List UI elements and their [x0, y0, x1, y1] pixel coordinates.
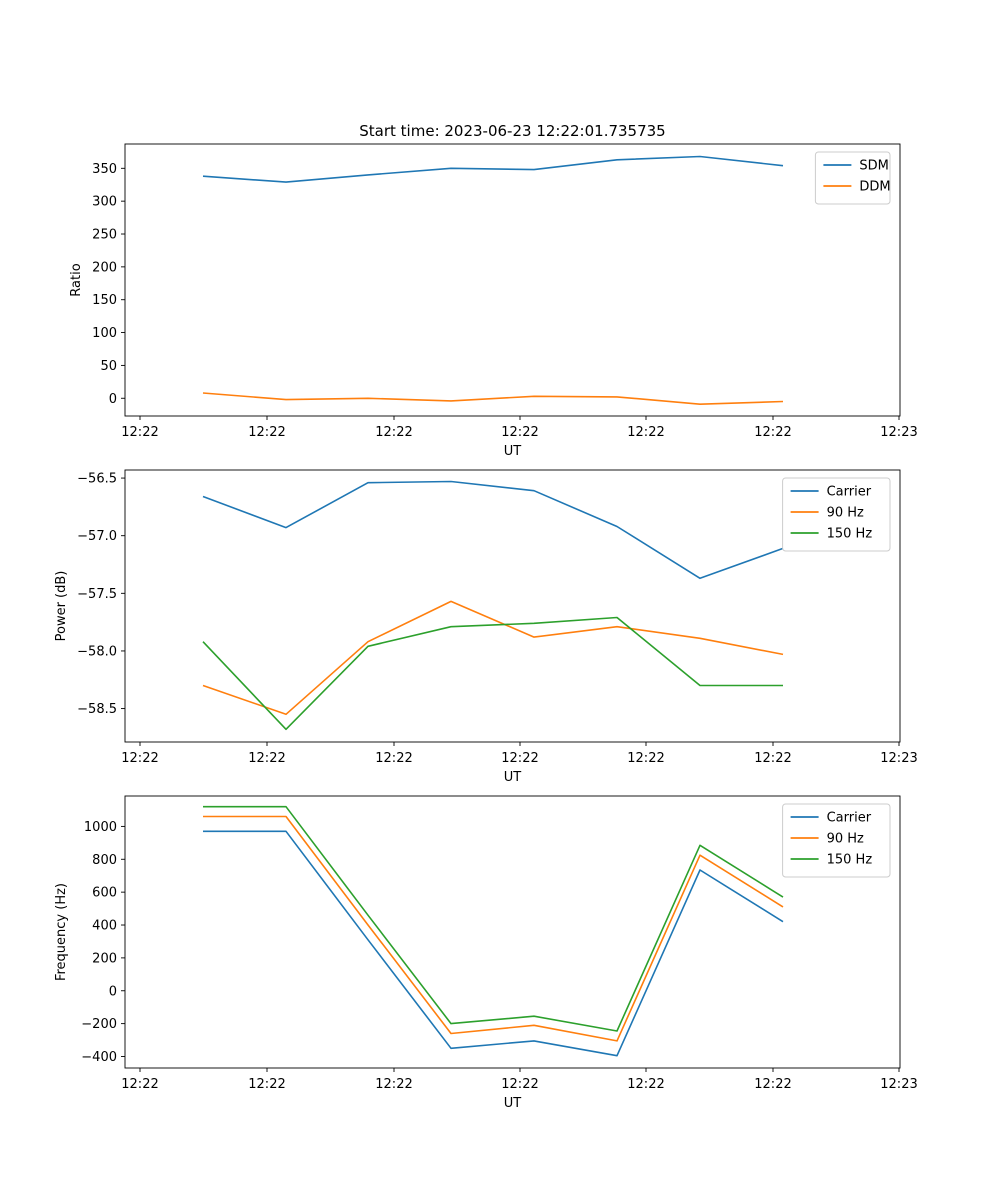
- series-line-150-hz: [203, 805, 784, 1032]
- series-line-150-hz: [202, 616, 783, 731]
- legend: SDM DDM: [814, 151, 891, 205]
- series-line-ddm: [202, 392, 784, 406]
- chart-panel-3: −400 −200 0 200 400 600 800 1000 12:22 12:22 12:22…: [54, 795, 918, 1111]
- x-tick-label: 12:22: [121, 1077, 158, 1092]
- series-line-carrier: [203, 830, 784, 1057]
- x-tick-label: 12:22: [121, 425, 158, 440]
- y-axis-label: Frequency (Hz): [54, 883, 69, 981]
- y-tick-label: 0: [109, 984, 117, 999]
- x-tick-label: 12:22: [375, 751, 412, 766]
- x-tick-label: 12:22: [627, 1077, 664, 1092]
- y-tick-label: 600: [92, 886, 117, 901]
- y-tick-label: 150: [92, 293, 117, 308]
- y-tick-label: 350: [92, 162, 117, 177]
- x-tick-label: 12:22: [627, 751, 664, 766]
- chart-panel-2: −58.5 −58.0 −57.5 −57.0 −56.5 12:22 12:22 12:22…: [54, 469, 918, 785]
- y-tick-label: 250: [92, 228, 117, 243]
- y-tick-label: −58.0: [77, 644, 117, 659]
- series-line-carrier: [202, 480, 784, 580]
- legend: Carrier 90 Hz 150 Hz: [782, 477, 891, 552]
- y-tick-label: −400: [81, 1050, 117, 1065]
- x-tick-label: 12:22: [248, 1077, 285, 1092]
- x-axis-label: UT: [504, 770, 522, 785]
- y-tick-label: 100: [92, 326, 117, 341]
- x-tick-label: 12:22: [375, 425, 412, 440]
- y-axis-label: Power (dB): [54, 571, 69, 642]
- x-tick-label: 12:22: [754, 425, 791, 440]
- y-tick-label: 200: [92, 951, 117, 966]
- legend-label: DDM: [859, 180, 890, 195]
- x-axis-label: UT: [504, 1096, 522, 1111]
- plot-frame: [124, 795, 901, 1069]
- y-tick-label: 300: [92, 195, 117, 210]
- legend-label: Carrier: [827, 485, 872, 500]
- y-tick-label: 400: [92, 919, 117, 934]
- x-tick-label: 12:22: [501, 425, 538, 440]
- legend-label: 90 Hz: [827, 506, 864, 521]
- x-tick-label: 12:22: [248, 425, 285, 440]
- legend: Carrier 90 Hz 150 Hz: [782, 803, 891, 878]
- legend-label: 150 Hz: [827, 527, 873, 542]
- chart-panel-1: Start time: 2023-06-23 12:22:01.735735 0 5…: [69, 122, 918, 459]
- series-line-sdm: [202, 155, 784, 183]
- x-axis-label: UT: [504, 444, 522, 459]
- x-tick-label: 12:22: [501, 751, 538, 766]
- legend-label: SDM: [859, 159, 888, 174]
- x-tick-label: 12:22: [121, 751, 158, 766]
- y-tick-label: −200: [81, 1017, 117, 1032]
- legend-label: 90 Hz: [827, 832, 864, 847]
- series-line-90-hz: [203, 815, 784, 1042]
- y-axis-label: Ratio: [69, 263, 84, 296]
- y-tick-label: 800: [92, 853, 117, 868]
- plot-frame: [124, 469, 901, 743]
- chart-title: Start time: 2023-06-23 12:22:01.735735: [359, 122, 665, 140]
- x-tick-label: 12:22: [375, 1077, 412, 1092]
- y-tick-label: −57.0: [77, 529, 117, 544]
- x-tick-label: 12:22: [501, 1077, 538, 1092]
- legend-label: Carrier: [827, 811, 872, 826]
- y-tick-label: 1000: [84, 820, 117, 835]
- y-tick-label: 50: [100, 359, 117, 374]
- legend-label: 150 Hz: [827, 853, 873, 868]
- y-tick-label: −57.5: [77, 587, 117, 602]
- x-tick-label: 12:22: [627, 425, 664, 440]
- y-tick-label: 200: [92, 260, 117, 275]
- plot-frame: [124, 143, 901, 417]
- x-tick-label: 12:22: [754, 751, 791, 766]
- y-tick-label: 0: [109, 392, 117, 407]
- y-tick-label: −56.5: [77, 472, 117, 487]
- x-tick-label: 12:23: [880, 425, 917, 440]
- series-line-90-hz: [202, 600, 784, 716]
- x-tick-label: 12:23: [880, 1077, 917, 1092]
- y-tick-label: −58.5: [77, 702, 117, 717]
- x-tick-label: 12:23: [880, 751, 917, 766]
- x-tick-label: 12:22: [754, 1077, 791, 1092]
- x-tick-label: 12:22: [248, 751, 285, 766]
